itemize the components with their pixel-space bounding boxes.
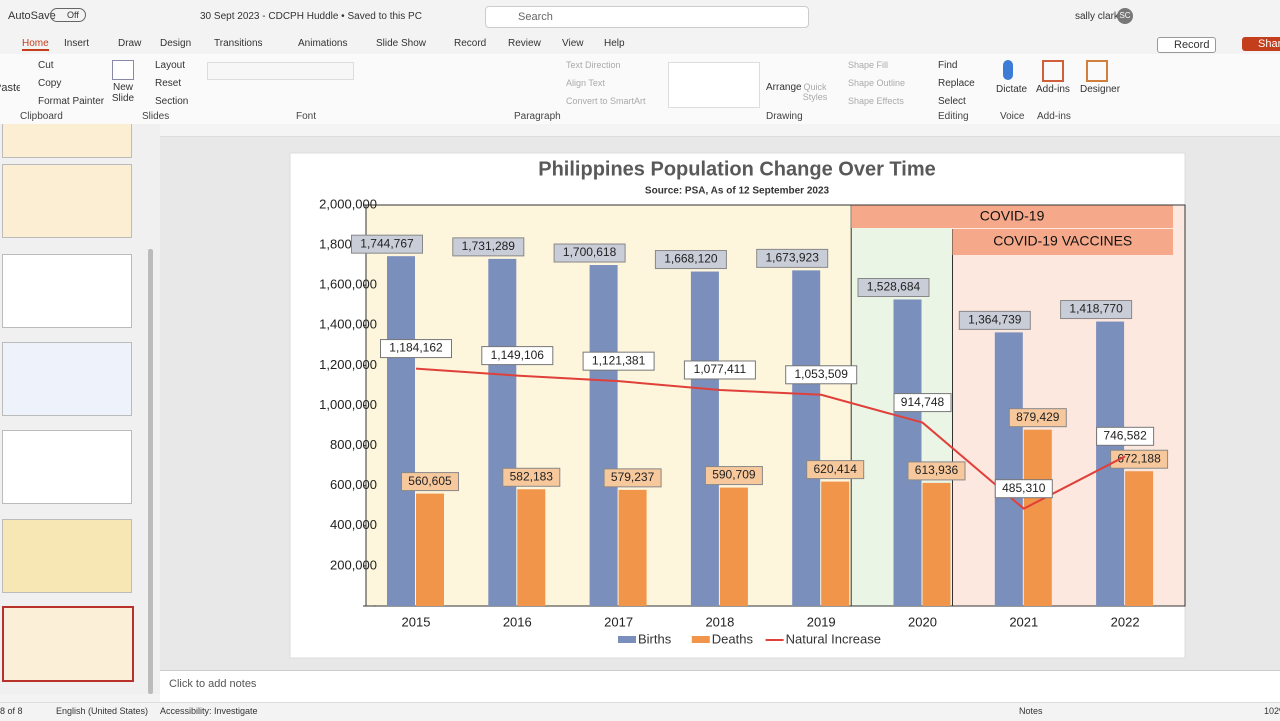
layout-button[interactable]: Layout (155, 60, 186, 71)
notes-placeholder: Click to add notes (169, 678, 257, 690)
ribbon-tab[interactable]: Help (604, 38, 625, 49)
paste-button[interactable]: Paste (0, 82, 20, 94)
ribbon-tab[interactable]: Insert (64, 38, 90, 49)
ribbon-tab[interactable]: Draw (118, 38, 142, 49)
new-slide-button[interactable]: New Slide (111, 82, 135, 104)
slide-canvas (160, 124, 1280, 670)
slide-thumbnail[interactable] (2, 519, 132, 593)
align-text-button[interactable]: Align Text (566, 78, 605, 88)
text-direction-button[interactable]: Text Direction (566, 60, 621, 70)
section-button[interactable]: Section (155, 96, 189, 107)
ribbon-tab[interactable]: Animations (298, 38, 348, 49)
autosave-label: AutoSave (8, 10, 56, 22)
group-label: Editing (938, 111, 969, 122)
search-box[interactable]: Search (485, 6, 809, 28)
language[interactable]: English (United States) (56, 706, 149, 716)
find-button[interactable]: Find (938, 60, 958, 71)
user-avatar[interactable]: SC (1117, 8, 1133, 24)
record-button[interactable]: Record (1157, 37, 1217, 53)
ribbon: Paste Cut Copy Format Painter Clipboard … (0, 54, 1280, 125)
slide-thumbnail[interactable] (2, 124, 132, 158)
scrollbar (148, 249, 153, 694)
ribbon-tab[interactable]: Record (454, 38, 487, 49)
shape-fill-button[interactable]: Shape Fill (848, 60, 889, 70)
ruler (160, 124, 1280, 137)
cut-button[interactable]: Cut (38, 60, 54, 71)
convert-smartart-button[interactable]: Convert to SmartArt (566, 96, 646, 106)
shape-outline-button[interactable]: Shape Outline (848, 78, 906, 88)
group-label: Clipboard (20, 111, 63, 122)
group-label: Font (296, 111, 317, 122)
slide-counter: 8 of 8 (0, 706, 23, 716)
quick-styles-button[interactable]: Quick Styles (802, 82, 828, 102)
addins-button[interactable]: Add-ins (1036, 84, 1070, 95)
slide-thumbnail-selected[interactable] (2, 606, 134, 682)
group-label: Drawing (766, 111, 803, 122)
reset-button[interactable]: Reset (155, 78, 182, 89)
shapes-gallery[interactable] (668, 62, 760, 108)
slide-panel (0, 124, 160, 694)
new-slide-icon (112, 60, 134, 80)
slide-thumbnail[interactable] (2, 164, 132, 238)
slide-thumbnail[interactable] (2, 430, 132, 504)
dictate-button[interactable]: Dictate (996, 84, 1028, 95)
ribbon-tab[interactable]: Slide Show (376, 38, 427, 49)
addins-icon (1042, 60, 1064, 82)
group-label: Slides (142, 111, 170, 122)
slide-thumbnail[interactable] (2, 254, 132, 328)
zoom-level[interactable]: 102% (1264, 706, 1280, 716)
status-bar: 8 of 8 English (United States) Accessibi… (0, 702, 1280, 721)
group-label: Voice (1000, 111, 1025, 122)
group-label: Add-ins (1037, 111, 1071, 122)
document-title[interactable]: 30 Sept 2023 - CDCPH Huddle • Saved to t… (200, 11, 422, 22)
share-button[interactable]: Share (1242, 37, 1280, 51)
search-placeholder: Search (518, 11, 553, 23)
ribbon-tab[interactable]: View (562, 38, 584, 49)
dictate-icon (1003, 60, 1013, 80)
title-bar: AutoSave Off 30 Sept 2023 - CDCPH Huddle… (0, 0, 1280, 34)
notes-pane[interactable]: Click to add notes (160, 670, 1280, 703)
user-name: sally clark (1075, 11, 1119, 22)
notes-button[interactable]: Notes (1019, 706, 1043, 716)
format-painter-button[interactable]: Format Painter (38, 96, 105, 107)
group-label: Paragraph (514, 111, 561, 122)
designer-icon (1086, 60, 1108, 82)
ribbon-tabs: Home Insert Draw Design Transitions Animation… (0, 34, 1280, 54)
copy-button[interactable]: Copy (38, 78, 62, 89)
designer-button[interactable]: Designer (1080, 84, 1121, 95)
ribbon-tab[interactable]: Review (508, 38, 541, 49)
slide-thumbnail[interactable] (2, 342, 132, 416)
font-box[interactable] (207, 62, 354, 80)
shape-effects-button[interactable]: Shape Effects (848, 96, 904, 106)
autosave-toggle[interactable]: Off (50, 8, 86, 22)
select-button[interactable]: Select (938, 96, 966, 107)
accessibility[interactable]: Accessibility: Investigate (160, 706, 258, 716)
ribbon-tab[interactable]: Transitions (214, 38, 263, 49)
ribbon-tab[interactable]: Design (160, 38, 192, 49)
arrange-button[interactable]: Arrange (766, 82, 802, 93)
replace-button[interactable]: Replace (938, 78, 975, 89)
ribbon-tab[interactable]: Home (22, 38, 49, 51)
